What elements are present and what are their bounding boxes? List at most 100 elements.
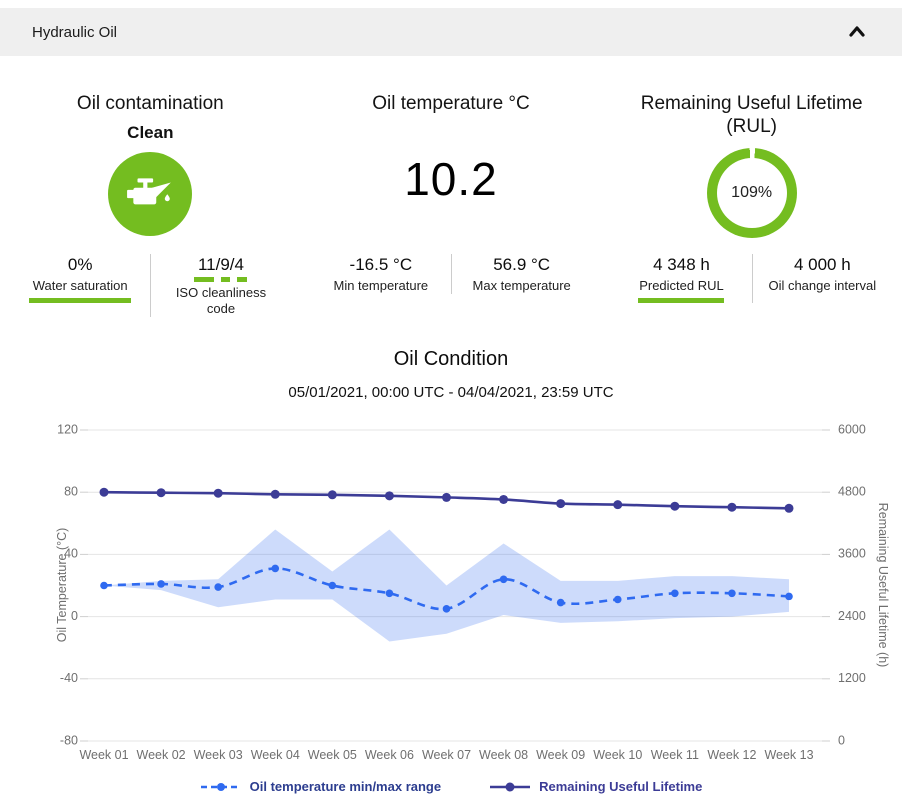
green-underline xyxy=(29,298,132,303)
legend-label: Oil temperature min/max range xyxy=(249,779,442,794)
stat-label: Oil change interval xyxy=(768,278,877,293)
rul-point xyxy=(670,501,680,511)
stat-value: 56.9 °C xyxy=(493,255,551,274)
legend-item-oil-temperature[interactable]: Oil temperature min/max range xyxy=(200,779,441,794)
rul-donut-gauge: 109% xyxy=(706,148,797,238)
stat-label: ISO cleanliness code xyxy=(175,285,267,316)
oil-temperature-point xyxy=(442,605,451,613)
right-axis-tick: 0 xyxy=(838,733,845,747)
stat-value: 0% xyxy=(67,255,93,274)
kpi-row: Oil contamination Clean 0% xyxy=(0,88,902,330)
stat-label: Max temperature xyxy=(472,278,571,293)
dashed-line-symbol xyxy=(200,782,241,791)
oil-temperature-point xyxy=(100,581,108,590)
rul-point xyxy=(270,489,280,499)
oil-temperature-point xyxy=(214,583,222,591)
right-axis-tick: 6000 xyxy=(838,422,866,436)
left-axis-tick: -40 xyxy=(60,671,78,685)
stat-value: 4 348 h xyxy=(653,255,710,274)
stat-water-saturation: 0% Water saturation xyxy=(10,254,150,317)
stat-label: Min temperature xyxy=(333,278,429,293)
x-axis-label: Week 11 xyxy=(651,748,699,762)
x-axis-label: Week 10 xyxy=(593,748,642,762)
rul-point xyxy=(384,491,394,501)
x-axis-label: Week 05 xyxy=(308,748,357,762)
stat-value: -16.5 °C xyxy=(349,255,413,274)
rul-point xyxy=(442,492,451,502)
panel-title: Hydraulic Oil xyxy=(32,23,118,41)
oil-temperature-point xyxy=(385,589,394,598)
stat-min-temperature: -16.5 °C Min temperature xyxy=(311,254,451,294)
left-axis-tick: 40 xyxy=(64,547,78,561)
contamination-stats: 0% Water saturation 11/9/4 ISO cleanline… xyxy=(10,254,291,317)
rul-percent: 109% xyxy=(731,184,773,201)
stat-iso-cleanliness: 11/9/4 ISO cleanliness code xyxy=(150,254,290,317)
oil-temperature-point xyxy=(271,564,280,573)
kpi-title: Oil contamination xyxy=(76,93,224,114)
x-axis-label: Week 12 xyxy=(707,748,756,762)
rul-point xyxy=(784,503,794,513)
chart-heading: Oil Condition 05/01/2021, 00:00 UTC - 04… xyxy=(0,348,902,401)
solid-line-symbol xyxy=(490,782,531,791)
stat-predicted-rul: 4 348 h Predicted RUL xyxy=(611,254,751,303)
rul-point xyxy=(556,499,566,509)
oil-can-icon xyxy=(127,178,172,205)
kpi-remaining-useful-lifetime: Remaining Useful Lifetime (RUL) 109% 4 3… xyxy=(601,88,902,330)
x-axis-label: Week 08 xyxy=(479,748,528,762)
right-axis-tick: 4800 xyxy=(838,484,866,498)
stat-label: Water saturation xyxy=(32,278,128,293)
collapse-chevron-icon[interactable] xyxy=(844,19,870,45)
oil-temperature-point xyxy=(671,589,679,598)
oil-temperature-value: 10.2 xyxy=(404,153,498,205)
rul-point xyxy=(156,488,166,498)
oil-temperature-point xyxy=(499,575,508,584)
left-axis-tick: -80 xyxy=(60,733,78,747)
rul-point xyxy=(727,502,737,512)
stat-max-temperature: 56.9 °C Max temperature xyxy=(450,254,591,294)
right-axis-tick: 3600 xyxy=(838,547,866,561)
oil-temperature-point xyxy=(328,581,337,590)
green-underline xyxy=(638,298,725,303)
chart-legend: Oil temperature min/max range Remaining … xyxy=(0,779,902,794)
rul-stats: 4 348 h Predicted RUL 4 000 h Oil change… xyxy=(611,254,892,303)
stat-value: 11/9/4 xyxy=(197,255,244,274)
chart-date-range: 05/01/2021, 00:00 UTC - 04/04/2021, 23:5… xyxy=(288,384,614,401)
contamination-badge xyxy=(108,152,193,236)
rul-point xyxy=(499,494,509,504)
rul-point xyxy=(213,488,223,498)
x-axis-label: Week 01 xyxy=(79,748,128,762)
rul-point xyxy=(327,490,337,500)
rul-point xyxy=(613,500,623,510)
x-axis-label: Week 06 xyxy=(365,748,414,762)
oil-temperature-point xyxy=(785,592,793,601)
rul-donut-hole: 109% xyxy=(716,158,787,228)
temp-minmax-band xyxy=(104,529,789,642)
oil-temperature-point xyxy=(157,580,165,588)
stat-value: 4 000 h xyxy=(793,255,851,274)
contamination-status: Clean xyxy=(127,123,174,142)
kpi-title: Oil temperature °C xyxy=(372,93,530,114)
x-axis-label: Week 07 xyxy=(422,748,471,762)
legend-item-rul[interactable]: Remaining Useful Lifetime xyxy=(489,779,702,794)
temperature-stats: -16.5 °C Min temperature 56.9 °C Max tem… xyxy=(311,254,592,294)
left-axis-tick: 80 xyxy=(64,484,78,498)
left-axis-title: Oil Temperature (°C) xyxy=(55,528,69,643)
right-axis-title: Remaining Useful Lifetime (h) xyxy=(876,503,890,668)
kpi-title: Remaining Useful Lifetime (RUL) xyxy=(640,93,863,137)
left-axis-tick: 0 xyxy=(71,609,78,623)
kpi-oil-contamination: Oil contamination Clean 0% xyxy=(0,88,301,330)
right-axis-tick: 2400 xyxy=(838,609,866,623)
oil-temperature-point xyxy=(613,595,622,604)
panel-header[interactable]: Hydraulic Oil xyxy=(0,8,902,56)
rul-point xyxy=(99,487,109,497)
x-axis-label: Week 13 xyxy=(764,748,813,762)
legend-label: Remaining Useful Lifetime xyxy=(539,779,703,794)
stat-label: Predicted RUL xyxy=(639,278,724,293)
green-dashed-underline xyxy=(157,277,284,282)
chart-title: Oil Condition xyxy=(393,348,509,370)
x-axis-label: Week 03 xyxy=(194,748,243,762)
x-axis-label: Week 09 xyxy=(536,748,585,762)
x-axis-label: Week 02 xyxy=(137,748,186,762)
